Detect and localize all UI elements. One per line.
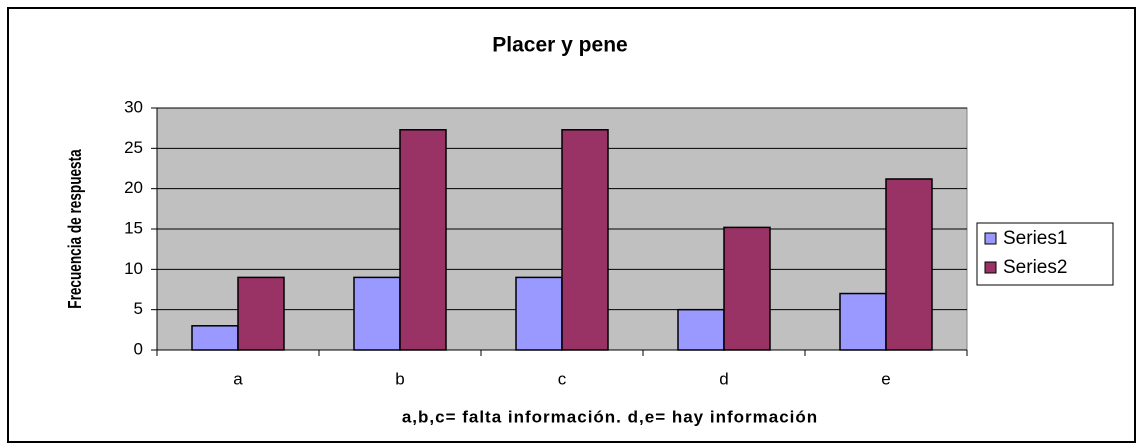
legend-label: Series1 — [1003, 228, 1067, 249]
x-tick-label: c — [558, 369, 567, 388]
chart-title: Placer y pene — [492, 34, 627, 57]
bar — [885, 178, 933, 351]
legend-box — [976, 222, 1114, 286]
x-axis-label: a,b,c= falta información. d,e= hay infor… — [402, 407, 818, 426]
bar — [515, 276, 563, 351]
x-tick-label: e — [881, 369, 890, 388]
bar — [191, 325, 239, 351]
legend-label: Series2 — [1003, 257, 1067, 278]
x-tick-label: b — [395, 369, 404, 388]
bar — [353, 276, 401, 351]
x-tick-label: a — [233, 369, 243, 388]
y-tick-label: 25 — [124, 138, 143, 157]
legend-swatch — [984, 232, 997, 245]
bar — [723, 226, 771, 351]
y-tick-label: 30 — [124, 97, 143, 116]
y-tick-label: 5 — [134, 299, 143, 318]
bar — [839, 292, 887, 351]
y-axis-label: Frecuencia de respuesta — [65, 149, 86, 309]
legend-swatch — [984, 261, 997, 274]
x-tick-label: d — [719, 369, 728, 388]
y-tick-label: 15 — [124, 218, 143, 237]
y-tick-label: 0 — [134, 339, 143, 358]
bar — [237, 276, 285, 351]
bar — [399, 129, 447, 351]
bar — [561, 129, 609, 351]
bar — [677, 308, 725, 351]
y-tick-label: 10 — [124, 259, 143, 278]
y-tick-label: 20 — [124, 178, 143, 197]
